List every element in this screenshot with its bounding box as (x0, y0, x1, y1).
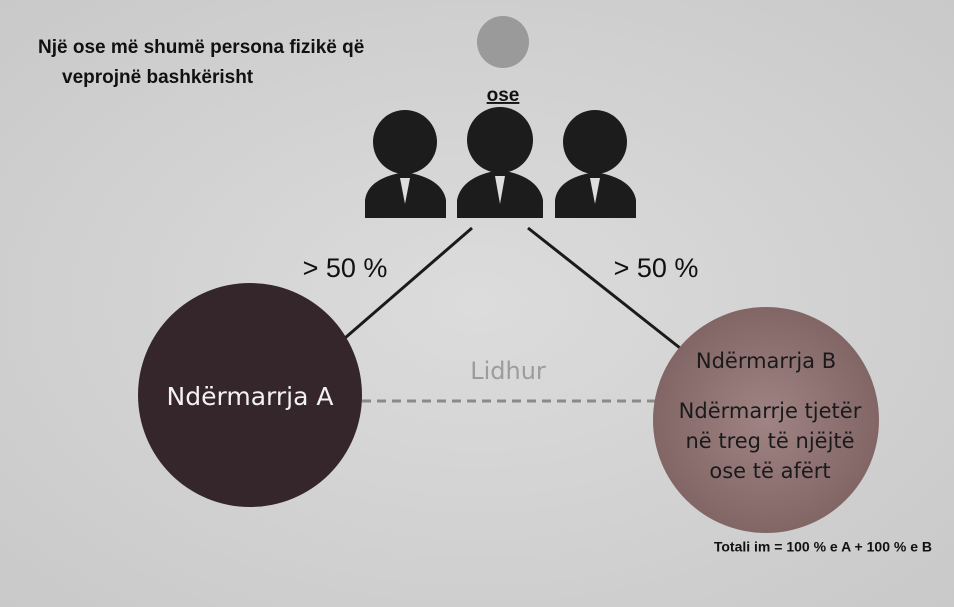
node-a (138, 283, 362, 507)
connector (344, 226, 473, 340)
node-b-description: ose të afërt (709, 459, 830, 483)
node-a-label: Ndërmarrja A (167, 382, 334, 411)
node-b-description: në treg të njëjtë (685, 429, 854, 453)
share-label: > 50 % (303, 253, 388, 283)
node-b-description: Ndërmarrje tjetër (679, 399, 862, 423)
total-note: Totali im = 100 % e A + 100 % e B (714, 539, 932, 555)
header-line: veprojnë bashkërisht (62, 67, 254, 88)
share-label: > 50 % (614, 253, 699, 283)
connector (527, 226, 681, 350)
header-line: Një ose më shumë persona fizikë që (38, 37, 364, 58)
link-label: Lidhur (470, 357, 546, 385)
or-label: ose (487, 85, 520, 106)
people-icon (365, 107, 636, 218)
small-circle (477, 16, 529, 68)
node-b (653, 307, 879, 533)
node-b-label: Ndërmarrja B (696, 349, 836, 373)
